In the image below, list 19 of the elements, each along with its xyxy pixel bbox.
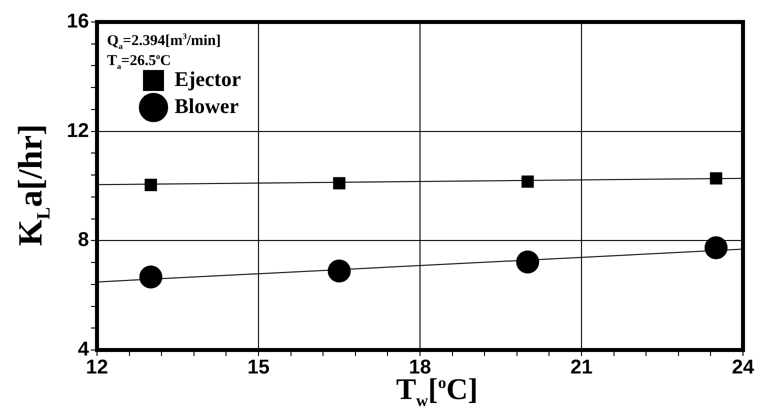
point xyxy=(144,178,157,192)
x-tick-label: 21 xyxy=(570,356,593,379)
x-tick-label: 24 xyxy=(732,356,755,379)
point xyxy=(516,250,540,274)
point xyxy=(139,266,162,289)
annotation: T$_{a}$=26.5$^{o}$C xyxy=(107,52,171,71)
y-tick-label: 8 xyxy=(78,229,89,252)
y-tick-label: 16 xyxy=(66,10,89,33)
point xyxy=(328,260,351,283)
y-tick-label: 4 xyxy=(78,338,90,361)
point xyxy=(333,177,346,190)
point xyxy=(710,172,722,185)
x-tick-label: 15 xyxy=(247,356,270,379)
point xyxy=(522,175,534,188)
legend-label: Ejector xyxy=(174,66,241,91)
point xyxy=(704,236,728,260)
y-tick-label: 12 xyxy=(66,120,89,142)
annotation: Q$_{a}$=2.394[m$^{3}$/min] xyxy=(107,32,221,51)
legend-label: Blower xyxy=(174,94,239,118)
